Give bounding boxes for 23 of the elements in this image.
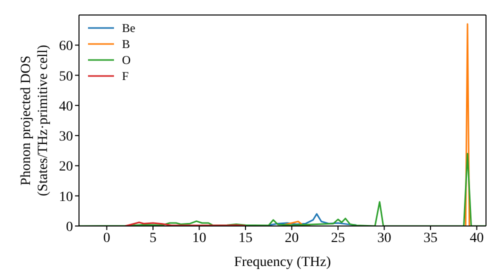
x-tick-label: 0 bbox=[103, 230, 110, 246]
x-tick-label: 35 bbox=[424, 230, 438, 246]
x-tick-label: 25 bbox=[331, 230, 345, 246]
x-tick-label: 10 bbox=[192, 230, 206, 246]
y-tick-label: 30 bbox=[59, 130, 73, 145]
y-tick-label: 20 bbox=[59, 160, 73, 175]
x-tick-label: 20 bbox=[284, 230, 299, 246]
y-axis-title: Phonon projected DOS (States/THz·primitive cell) bbox=[19, 44, 51, 196]
y-tick-label: 10 bbox=[59, 190, 73, 205]
legend-label: B bbox=[122, 36, 130, 52]
legend-label: F bbox=[122, 68, 129, 84]
legend-label: O bbox=[122, 52, 131, 68]
y-tick-label: 50 bbox=[59, 69, 73, 84]
x-tick-label: 5 bbox=[150, 230, 156, 246]
line-series bbox=[268, 213, 358, 226]
legend-label: Be bbox=[122, 20, 136, 36]
y-tick-label: 40 bbox=[59, 99, 73, 114]
y-tick-label: 0 bbox=[66, 220, 73, 235]
x-tick-label: 15 bbox=[238, 230, 252, 246]
x-tick-label: 30 bbox=[377, 230, 392, 246]
y-tick-label: 60 bbox=[59, 39, 73, 54]
x-axis-title: Frequency (THz) bbox=[234, 255, 332, 270]
x-tick-label: 40 bbox=[470, 230, 484, 246]
